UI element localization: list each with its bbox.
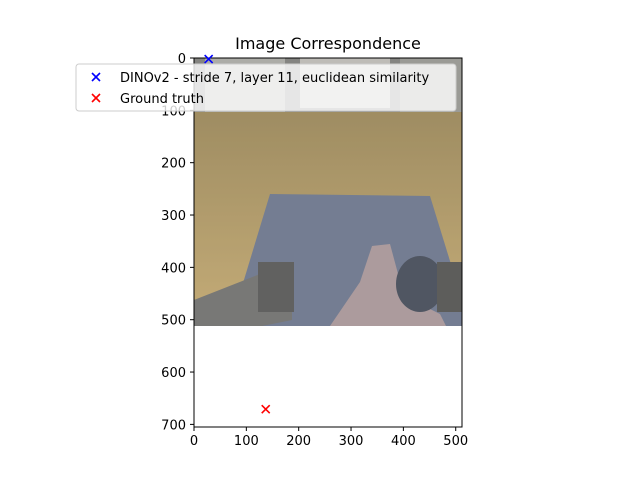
data-points	[204, 54, 271, 414]
legend[interactable]: DINOv2 - stride 7, layer 11, euclidean s…	[75, 63, 457, 112]
y-tick-label: 200	[161, 157, 186, 172]
chart-title: Image Correspondence	[235, 34, 421, 53]
prediction-point	[204, 54, 214, 64]
robot-gripper-right	[437, 262, 462, 312]
robot-gripper-right-disc	[396, 256, 444, 312]
legend-label: Ground truth	[120, 92, 204, 107]
plot-frame	[193, 57, 463, 428]
x-tick-label: 500	[443, 434, 468, 449]
legend-marker	[91, 93, 101, 103]
y-tick-label: 400	[161, 261, 186, 276]
legend-label: DINOv2 - stride 7, layer 11, euclidean s…	[120, 71, 430, 86]
x-tick-label: 400	[391, 434, 416, 449]
y-tick-label: 0	[178, 52, 186, 67]
y-tick-label: 300	[161, 209, 186, 224]
legend-box	[75, 63, 457, 112]
y-tick-label: 600	[161, 366, 186, 381]
ground-truth-point	[261, 404, 271, 414]
legend-marker	[91, 72, 101, 82]
y-tick-label: 500	[161, 314, 186, 329]
x-tick-label: 100	[234, 434, 259, 449]
x-tick-label: 300	[339, 434, 364, 449]
x-tick-label: 0	[190, 434, 198, 449]
x-tick-label: 200	[286, 434, 311, 449]
robot-gripper-left-joint	[258, 262, 294, 312]
y-tick-label: 700	[161, 418, 186, 433]
